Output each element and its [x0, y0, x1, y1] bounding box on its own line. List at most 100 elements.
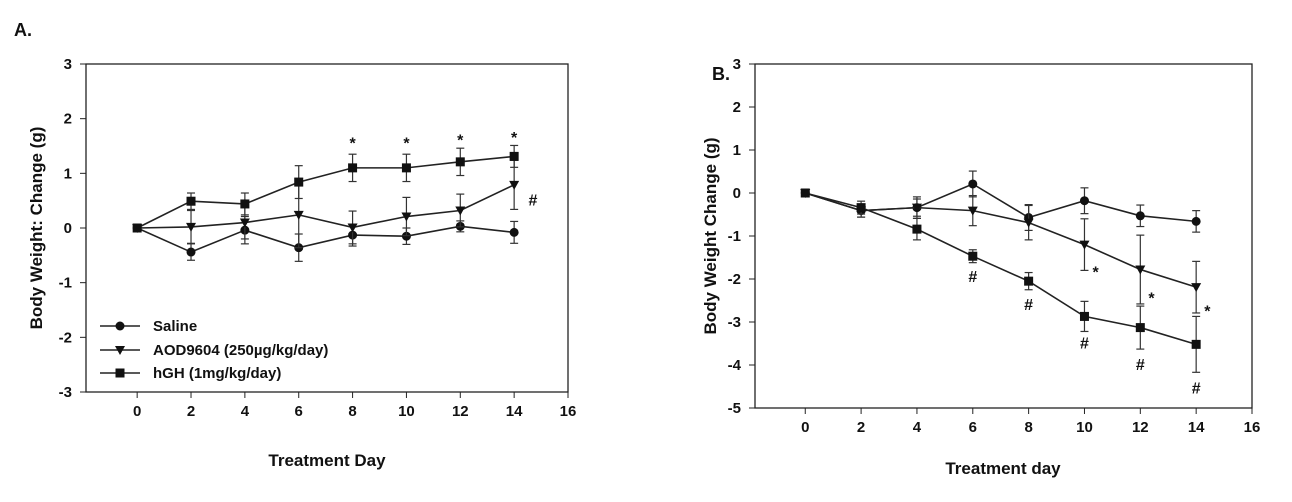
data-point — [1191, 339, 1201, 349]
legend-label-hgh: hGH (1mg/kg/day) — [153, 365, 281, 382]
annotation: * — [403, 135, 410, 152]
series-line — [136, 155, 515, 229]
annotation: * — [457, 133, 464, 150]
data-point — [186, 222, 197, 232]
y-tick-label: 0 — [733, 185, 741, 202]
annotation: # — [1080, 336, 1089, 353]
panel-b-x-axis-label: Treatment day — [945, 459, 1061, 478]
data-point — [239, 218, 250, 228]
data-point — [1079, 311, 1089, 321]
panel-a-y-axis-label: Body Weight: Change (g) — [27, 127, 46, 330]
data-point — [293, 210, 304, 220]
legend-label-saline: Saline — [153, 318, 197, 335]
x-tick-label: 4 — [241, 403, 250, 420]
y-tick-label: 0 — [64, 220, 72, 237]
x-tick-label: 16 — [560, 403, 577, 420]
legend-label-aod9604: AOD9604 (250µg/kg/day) — [153, 342, 328, 359]
y-tick-label: 3 — [733, 56, 741, 73]
legend-marker — [115, 321, 125, 331]
series-line — [805, 192, 1197, 346]
panel-a-x-axis-label: Treatment Day — [268, 451, 386, 470]
x-tick-label: 4 — [913, 419, 922, 436]
data-point — [509, 151, 519, 161]
y-tick-label: -2 — [728, 271, 741, 288]
data-point — [968, 251, 978, 261]
data-point — [968, 179, 978, 189]
x-tick-label: 0 — [133, 403, 141, 420]
series-line — [136, 225, 515, 253]
x-tick-label: 10 — [398, 403, 415, 420]
data-point — [509, 227, 519, 237]
data-point — [455, 157, 465, 167]
annotation: # — [1136, 357, 1145, 374]
annotation: # — [968, 269, 977, 286]
panel-b-label: B. — [712, 64, 730, 84]
data-point — [1191, 283, 1202, 293]
y-tick-label: 1 — [733, 142, 741, 159]
y-tick-label: 1 — [64, 165, 72, 182]
series-line — [805, 192, 1197, 288]
annotation: * — [1148, 290, 1155, 307]
legend-marker — [115, 368, 125, 378]
annotation: # — [1024, 297, 1033, 314]
data-point — [1079, 196, 1089, 206]
series-square — [800, 188, 1201, 373]
y-tick-label: -3 — [59, 384, 72, 401]
series-line — [137, 184, 515, 229]
annotation: * — [1204, 303, 1211, 320]
annotation: * — [349, 135, 356, 152]
data-point — [132, 223, 142, 233]
data-point — [348, 163, 358, 173]
data-point — [967, 206, 978, 216]
data-point — [911, 203, 922, 213]
data-point — [1024, 276, 1034, 286]
y-tick-label: -3 — [728, 314, 741, 331]
data-point — [1135, 211, 1145, 221]
x-tick-label: 14 — [1188, 419, 1205, 436]
x-tick-label: 8 — [1024, 419, 1032, 436]
data-point — [1135, 265, 1146, 275]
plot-frame — [754, 63, 1253, 409]
y-tick-label: -1 — [59, 275, 72, 292]
y-tick-label: -1 — [728, 228, 741, 245]
series-triangle-down — [800, 189, 1202, 314]
legend-marker — [115, 346, 125, 355]
y-tick-label: -2 — [59, 329, 72, 346]
annotation: * — [1093, 265, 1100, 282]
data-point — [294, 177, 304, 187]
x-tick-label: 10 — [1076, 419, 1093, 436]
data-point — [1135, 323, 1145, 333]
y-tick-label: 3 — [64, 56, 72, 73]
x-tick-label: 6 — [969, 419, 977, 436]
data-point — [509, 180, 520, 190]
x-tick-label: 8 — [348, 403, 356, 420]
series-square — [132, 144, 519, 233]
x-tick-label: 12 — [452, 403, 469, 420]
data-point — [401, 212, 412, 222]
data-point — [455, 206, 466, 216]
data-point — [1191, 216, 1201, 226]
data-point — [1023, 218, 1034, 228]
y-tick-label: -4 — [728, 357, 742, 374]
annotation: # — [529, 193, 538, 210]
y-tick-label: -5 — [728, 400, 741, 417]
data-point — [240, 199, 250, 209]
x-tick-label: 14 — [506, 403, 523, 420]
annotation: # — [1192, 381, 1201, 398]
data-point — [347, 223, 358, 233]
x-tick-label: 0 — [801, 419, 809, 436]
x-tick-label: 6 — [295, 403, 303, 420]
annotation: * — [511, 130, 518, 147]
x-tick-label: 12 — [1132, 419, 1149, 436]
data-point — [401, 163, 411, 173]
data-point — [186, 196, 196, 206]
panel-a-legend: Saline AOD9604 (250µg/kg/day) hGH (1mg/k… — [153, 318, 328, 382]
panel-a-label: A. — [14, 20, 32, 40]
x-tick-label: 2 — [857, 419, 865, 436]
data-point — [800, 188, 810, 198]
data-point — [912, 224, 922, 234]
x-tick-label: 2 — [187, 403, 195, 420]
data-point — [186, 247, 196, 257]
y-tick-label: 2 — [64, 111, 72, 128]
